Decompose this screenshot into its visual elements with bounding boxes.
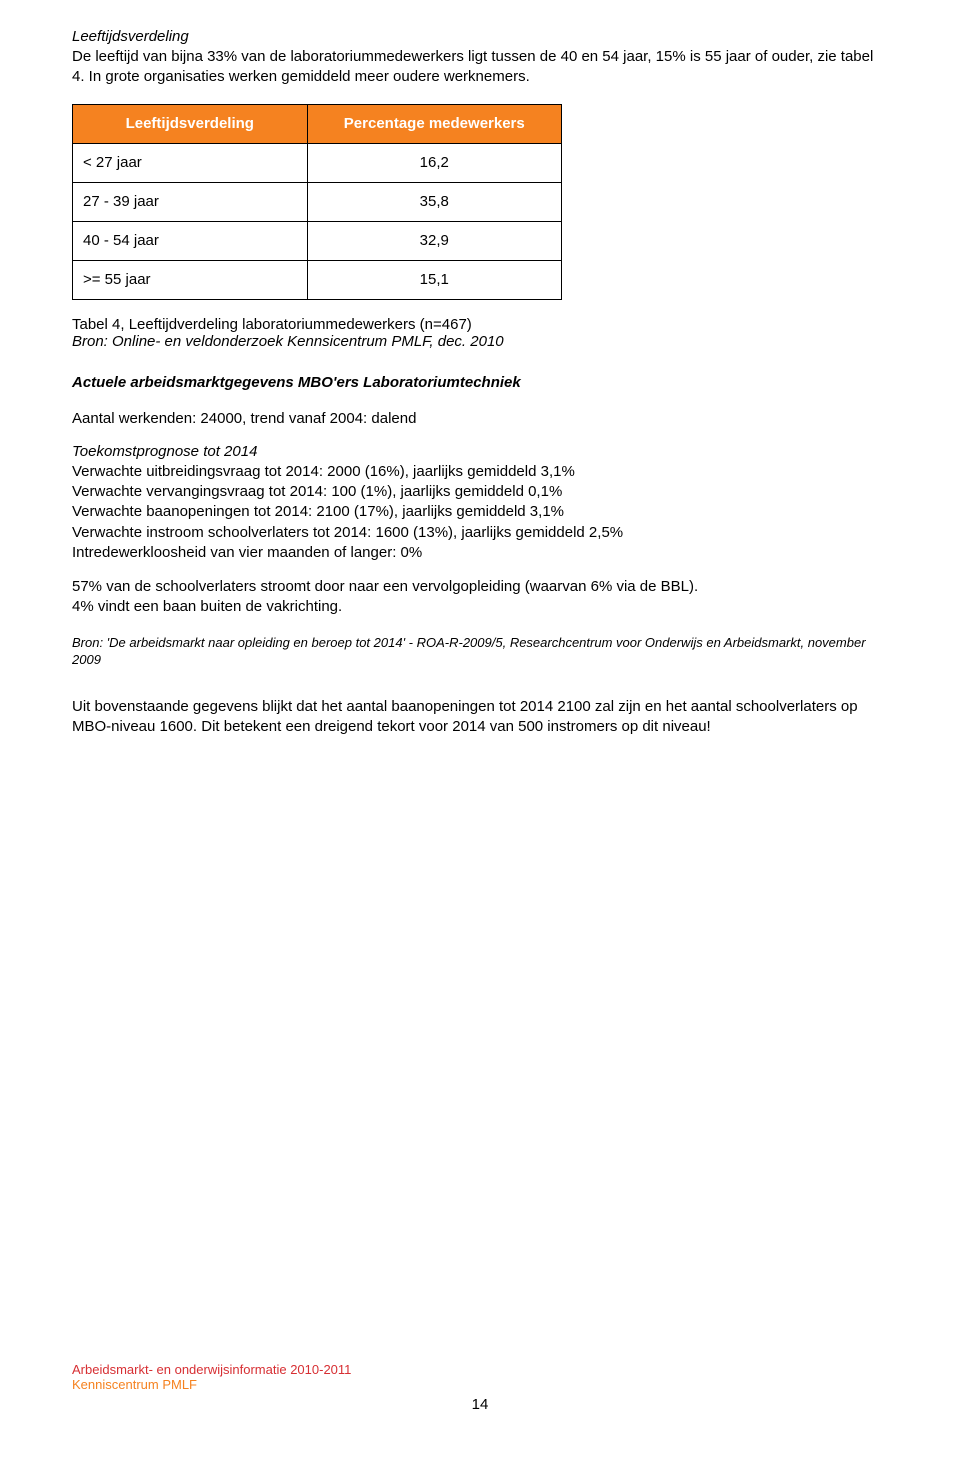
prognose-line: Intredewerkloosheid van vier maanden of …	[72, 543, 888, 563]
table-header-row: Leeftijdsverdeling Percentage medewerker…	[73, 104, 562, 143]
age-category: 27 - 39 jaar	[73, 182, 308, 221]
age-category: >= 55 jaar	[73, 260, 308, 299]
document-page: Leeftijdsverdeling De leeftijd van bijna…	[0, 0, 960, 1464]
prognose-line: Verwachte baanopeningen tot 2014: 2100 (…	[72, 502, 888, 522]
table-row: < 27 jaar 16,2	[73, 143, 562, 182]
age-distribution-table: Leeftijdsverdeling Percentage medewerker…	[72, 104, 562, 300]
table-row: 40 - 54 jaar 32,9	[73, 221, 562, 260]
table-row: 27 - 39 jaar 35,8	[73, 182, 562, 221]
age-value: 16,2	[307, 143, 561, 182]
extra-info-1: 57% van de schoolverlaters stroomt door …	[72, 577, 888, 597]
page-number: 14	[72, 1396, 888, 1413]
age-value: 15,1	[307, 260, 561, 299]
prognose-line: Verwachte uitbreidingsvraag tot 2014: 20…	[72, 462, 888, 482]
extra-info-2: 4% vindt een baan buiten de vakrichting.	[72, 597, 888, 617]
prognose-line: Verwachte instroom schoolverlaters tot 2…	[72, 523, 888, 543]
footer-org: Kenniscentrum PMLF	[72, 1377, 888, 1392]
prognose-heading: Toekomstprognose tot 2014	[72, 443, 888, 460]
age-value: 35,8	[307, 182, 561, 221]
mbo-heading: Actuele arbeidsmarktgegevens MBO'ers Lab…	[72, 374, 888, 391]
intro-paragraph: De leeftijd van bijna 33% van de laborat…	[72, 47, 888, 88]
table-row: >= 55 jaar 15,1	[73, 260, 562, 299]
page-footer: Arbeidsmarkt- en onderwijsinformatie 201…	[72, 1362, 888, 1428]
age-value: 32,9	[307, 221, 561, 260]
table-source: Bron: Online- en veldonderzoek Kennsicen…	[72, 333, 888, 350]
column-percentage: Percentage medewerkers	[307, 104, 561, 143]
table-caption: Tabel 4, Leeftijdverdeling laboratoriumm…	[72, 316, 888, 333]
column-leeftijdsverdeling: Leeftijdsverdeling	[73, 104, 308, 143]
age-category: < 27 jaar	[73, 143, 308, 182]
aantal-werkenden: Aantal werkenden: 24000, trend vanaf 200…	[72, 409, 888, 429]
mbo-source: Bron: 'De arbeidsmarkt naar opleiding en…	[72, 634, 888, 669]
footer-title: Arbeidsmarkt- en onderwijsinformatie 201…	[72, 1362, 888, 1377]
section-title: Leeftijdsverdeling	[72, 28, 888, 45]
prognose-line: Verwachte vervangingsvraag tot 2014: 100…	[72, 482, 888, 502]
conclusion: Uit bovenstaande gegevens blijkt dat het…	[72, 697, 888, 738]
age-category: 40 - 54 jaar	[73, 221, 308, 260]
